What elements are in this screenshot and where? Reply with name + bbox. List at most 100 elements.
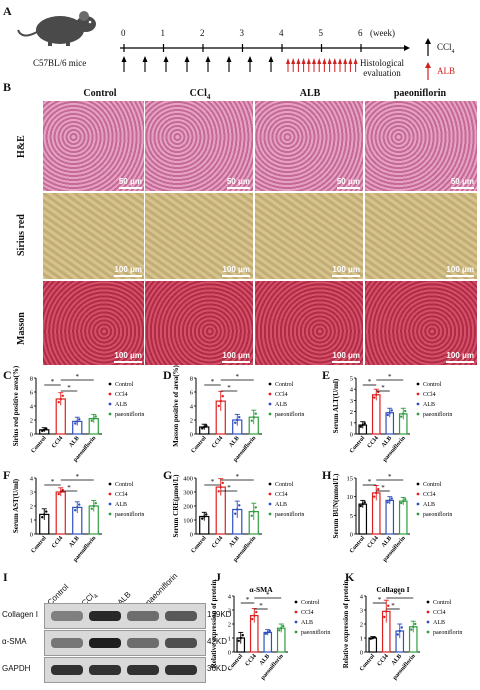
sig-star: * <box>391 602 395 610</box>
data-point <box>251 617 254 621</box>
legend-alb-label: ALB <box>437 66 455 76</box>
histology-image-sirius-red-paeoniflorin: 100 μm <box>364 192 478 280</box>
bar <box>368 637 378 653</box>
alb-injection-arrow-icon <box>306 58 311 72</box>
legend-label: paeoniflorin <box>301 629 330 636</box>
histology-image-masson-alb: 100 μm <box>254 280 364 366</box>
data-point <box>255 610 258 614</box>
week-label: 2 <box>200 28 205 38</box>
blot-strip <box>44 657 206 683</box>
y-axis-label: Relative expression of protein <box>210 580 218 669</box>
y-tick-label: 4 <box>360 594 364 601</box>
y-tick-label: 4 <box>350 387 354 394</box>
legend-label: paeoniflorin <box>275 511 304 518</box>
scale-bar: 100 μm <box>114 351 142 363</box>
data-point <box>385 610 388 613</box>
data-point <box>250 514 253 517</box>
x-tick-label: ALB <box>381 435 394 448</box>
col-header-alb: ALB <box>299 88 321 99</box>
legend-label: CCl4 <box>301 610 314 616</box>
data-point <box>361 423 364 427</box>
data-point <box>363 422 366 425</box>
ccl4-injection-arrow-icon <box>247 56 253 72</box>
y-tick-label: 1 <box>30 518 33 525</box>
x-tick-label: Control <box>190 435 208 454</box>
x-tick-label: Control <box>190 535 208 554</box>
histology-image-he-paeoniflorin: 50 μm <box>364 100 478 192</box>
y-tick-label: 6 <box>190 390 194 397</box>
y-tick-label: 4 <box>190 404 194 411</box>
legend-marker <box>426 630 430 634</box>
y-tick-label: 5 <box>350 513 353 520</box>
legend-label: Control <box>433 600 452 606</box>
y-tick-label: 5 <box>350 376 353 383</box>
bar <box>371 394 381 435</box>
ccl4-injection-arrow-icon <box>184 56 190 72</box>
x-tick-label: CCl4 <box>211 535 224 549</box>
y-tick-label: 4 <box>30 404 34 411</box>
data-point <box>219 485 222 489</box>
y-tick-label: 0 <box>30 532 33 539</box>
legend-label: Control <box>275 482 294 488</box>
y-tick-label: 1 <box>228 636 231 643</box>
sig-star: * <box>398 591 402 599</box>
x-tick-label: ALB <box>228 535 241 548</box>
histology-image-sirius-red-control: 100 μm <box>42 192 146 280</box>
y-tick-label: 4 <box>30 476 34 483</box>
y-tick-label: 2 <box>360 622 363 629</box>
scale-bar: 100 μm <box>446 265 474 277</box>
data-point <box>94 415 97 418</box>
legend-marker <box>416 492 420 496</box>
histology-line-2: evaluation <box>363 68 401 78</box>
legend-label: ALB <box>275 502 287 508</box>
x-tick-label: ALB <box>68 435 81 448</box>
legend-label: ALB <box>423 402 435 408</box>
data-point <box>74 422 77 425</box>
x-tick-label: CCl4 <box>367 435 380 449</box>
legend-label: Control <box>301 600 320 606</box>
data-point <box>61 488 64 492</box>
blot-band <box>127 611 159 621</box>
y-tick-label: 300 <box>183 490 193 497</box>
data-point <box>412 625 415 628</box>
bar-chart-j: 0 1 2 3 4 Relative expression of protein α-SMA… <box>210 580 330 682</box>
week-label: 4 <box>279 28 284 38</box>
y-tick-label: 0 <box>228 650 231 657</box>
data-point <box>375 393 378 396</box>
legend-marker <box>416 412 420 416</box>
panel-label-c: C <box>3 368 12 382</box>
legend-label: Control <box>115 382 134 388</box>
legend-label: CCl4 <box>115 392 128 398</box>
legend-label: CCl4 <box>275 492 288 498</box>
x-tick-label: Control <box>30 435 48 454</box>
sig-star: * <box>368 378 372 386</box>
bar-chart-k: 0 1 2 3 4 Relative expression of protein Colla… <box>342 580 462 682</box>
ccl4-injection-arrow-icon <box>268 56 274 72</box>
legend-marker <box>294 600 298 604</box>
alb-injection-arrow-icon <box>317 58 322 72</box>
histology-image-masson-paeoniflorin: 100 μm <box>364 280 478 366</box>
blot-strip <box>44 630 206 656</box>
legend-marker <box>268 392 272 396</box>
y-tick-label: 2 <box>30 418 33 425</box>
legend-marker <box>426 610 430 614</box>
data-point <box>237 639 240 642</box>
legend-marker <box>268 382 272 386</box>
y-tick-label: 10 <box>347 494 354 501</box>
data-point <box>359 425 362 428</box>
y-tick-label: 2 <box>228 622 231 629</box>
data-point <box>396 633 399 636</box>
data-point <box>359 504 362 508</box>
sig-star: * <box>211 478 215 486</box>
histology-image-masson-ccl4: 100 μm <box>144 280 254 366</box>
data-point <box>387 604 390 607</box>
legend-label: paeoniflorin <box>275 411 304 418</box>
data-point <box>266 631 269 634</box>
week-label: 6 <box>358 28 363 38</box>
y-axis-label: Serum AST(U/ml) <box>12 478 20 533</box>
data-point <box>241 634 244 637</box>
legend-marker <box>108 382 112 386</box>
y-tick-label: 3 <box>228 608 231 615</box>
